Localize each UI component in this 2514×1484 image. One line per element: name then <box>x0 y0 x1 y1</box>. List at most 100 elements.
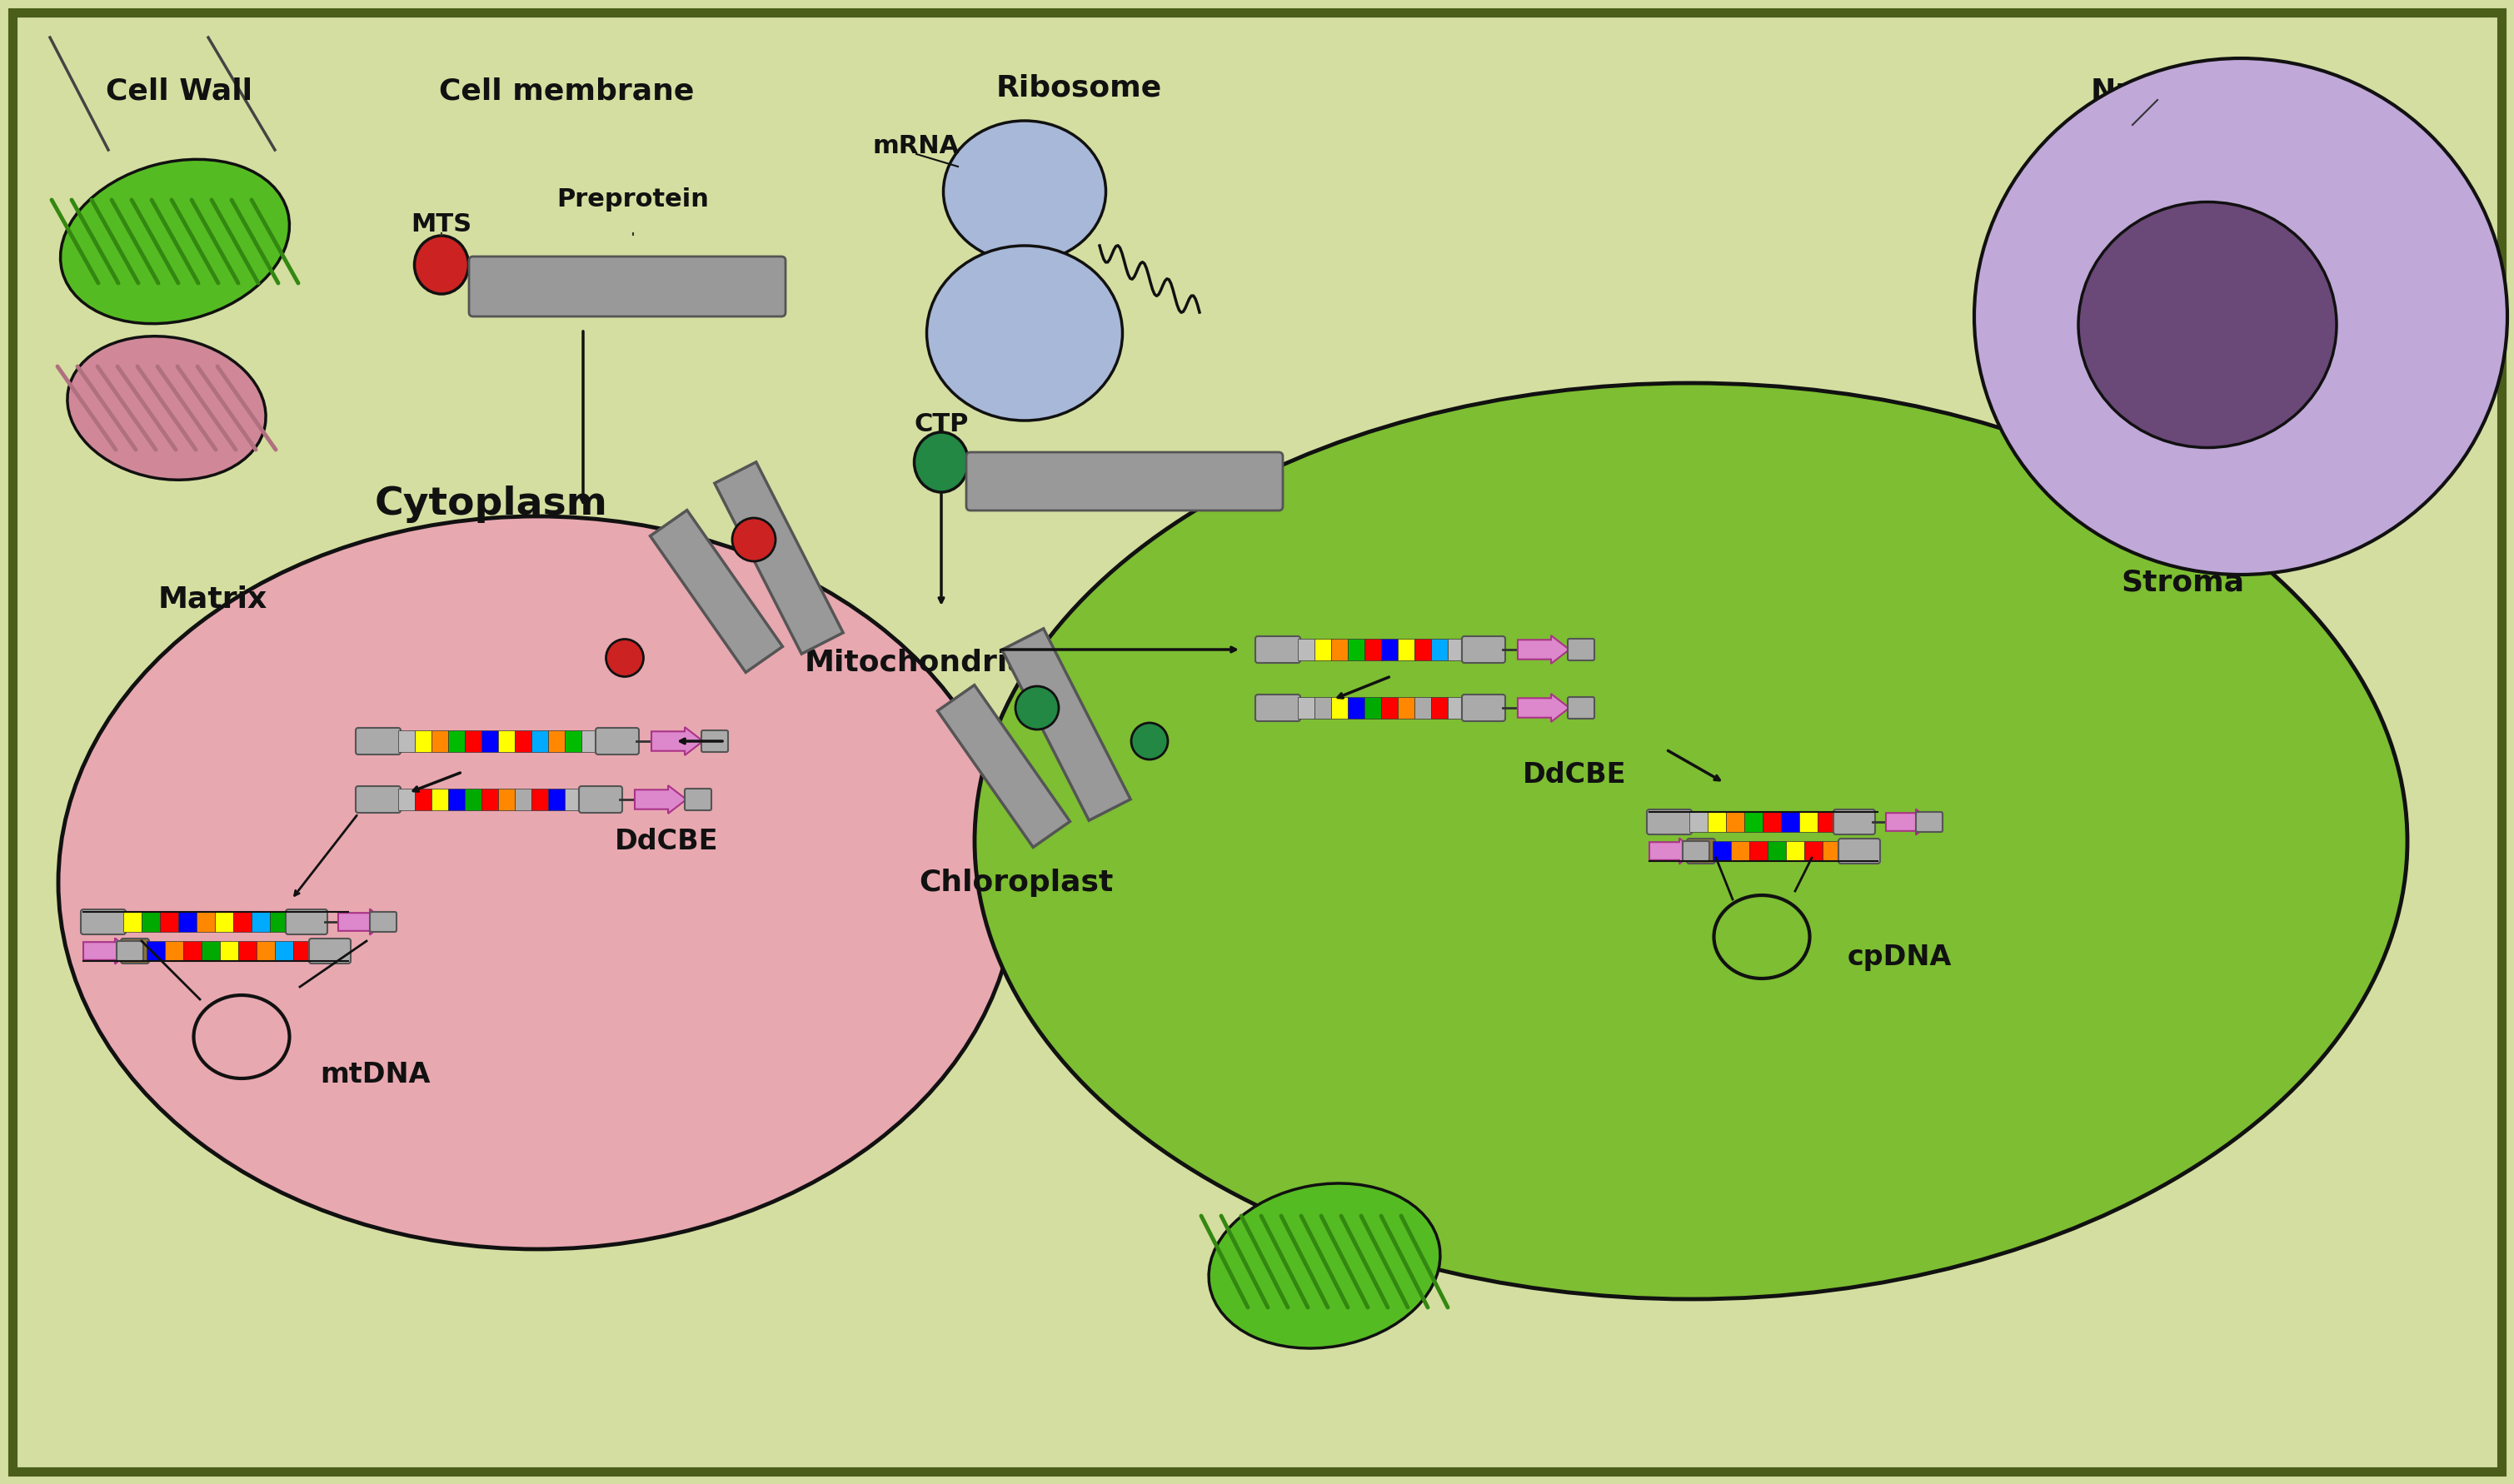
FancyBboxPatch shape <box>1682 841 1710 861</box>
Bar <box>196 911 214 932</box>
Bar <box>1315 638 1330 660</box>
Bar <box>269 911 289 932</box>
Bar <box>141 911 161 932</box>
Polygon shape <box>938 686 1071 847</box>
FancyBboxPatch shape <box>1463 695 1506 721</box>
Bar <box>1430 638 1448 660</box>
Bar <box>1823 841 1840 861</box>
Text: Cytoplasm: Cytoplasm <box>375 485 608 522</box>
Bar <box>146 941 166 962</box>
FancyBboxPatch shape <box>1647 809 1692 834</box>
FancyBboxPatch shape <box>684 788 711 810</box>
Ellipse shape <box>1016 686 1058 730</box>
Bar <box>483 788 498 810</box>
Ellipse shape <box>1973 58 2506 574</box>
Bar <box>548 730 566 752</box>
Ellipse shape <box>928 246 1121 420</box>
Text: Preprotein: Preprotein <box>558 188 709 212</box>
Bar <box>1315 697 1330 718</box>
Ellipse shape <box>1131 723 1169 760</box>
Text: mRNA: mRNA <box>872 134 960 157</box>
Bar <box>239 941 256 962</box>
FancyArrow shape <box>651 727 704 755</box>
Bar <box>465 730 483 752</box>
Text: Mitochondria: Mitochondria <box>804 649 1028 677</box>
Bar <box>1785 841 1805 861</box>
Bar <box>1767 841 1785 861</box>
Text: Cell membrane: Cell membrane <box>440 77 694 105</box>
Bar <box>256 941 274 962</box>
Ellipse shape <box>2079 202 2336 448</box>
Bar <box>1330 697 1348 718</box>
FancyBboxPatch shape <box>1916 812 1943 833</box>
Bar <box>274 941 294 962</box>
FancyBboxPatch shape <box>470 257 784 316</box>
Bar <box>483 730 498 752</box>
Polygon shape <box>651 510 782 672</box>
Bar <box>219 941 239 962</box>
Text: DdCBE: DdCBE <box>613 828 719 855</box>
FancyBboxPatch shape <box>701 730 729 752</box>
Bar <box>515 730 530 752</box>
Bar <box>397 788 415 810</box>
Bar <box>1707 812 1727 833</box>
FancyBboxPatch shape <box>596 727 639 754</box>
Ellipse shape <box>915 432 968 493</box>
FancyBboxPatch shape <box>370 911 397 932</box>
Ellipse shape <box>732 518 774 561</box>
Bar <box>294 941 312 962</box>
Bar <box>184 941 201 962</box>
Text: Nucleus: Nucleus <box>2089 77 2225 105</box>
Ellipse shape <box>943 120 1106 263</box>
Bar <box>1415 697 1430 718</box>
Bar <box>581 730 598 752</box>
Text: Chloroplast: Chloroplast <box>920 868 1114 896</box>
Text: cpDNA: cpDNA <box>1848 944 1951 972</box>
Bar <box>201 941 219 962</box>
Bar <box>178 911 196 932</box>
Bar <box>447 788 465 810</box>
FancyBboxPatch shape <box>1833 809 1875 834</box>
Bar <box>234 911 251 932</box>
Ellipse shape <box>415 236 468 294</box>
Bar <box>447 730 465 752</box>
FancyBboxPatch shape <box>1254 637 1300 663</box>
Text: DdCBE: DdCBE <box>1523 761 1627 788</box>
FancyBboxPatch shape <box>121 938 148 963</box>
Bar <box>498 788 515 810</box>
FancyBboxPatch shape <box>1569 638 1594 660</box>
Bar <box>548 788 566 810</box>
Bar <box>1448 697 1466 718</box>
Bar <box>1380 697 1398 718</box>
Bar <box>566 730 581 752</box>
FancyArrow shape <box>83 938 131 965</box>
Text: Matrix: Matrix <box>158 586 266 614</box>
FancyArrow shape <box>1518 635 1569 663</box>
FancyBboxPatch shape <box>116 941 143 962</box>
FancyBboxPatch shape <box>965 453 1282 510</box>
Bar <box>1430 697 1448 718</box>
Bar <box>465 788 483 810</box>
Text: Stroma: Stroma <box>2122 568 2245 597</box>
Bar <box>1297 638 1315 660</box>
FancyArrow shape <box>1886 809 1931 835</box>
Bar <box>432 730 447 752</box>
FancyBboxPatch shape <box>1687 838 1715 864</box>
Bar <box>166 941 184 962</box>
Bar <box>515 788 530 810</box>
FancyBboxPatch shape <box>287 910 327 935</box>
Bar <box>530 788 548 810</box>
Bar <box>1365 638 1380 660</box>
Bar <box>1732 841 1750 861</box>
Bar <box>1398 697 1415 718</box>
Ellipse shape <box>60 159 289 324</box>
Bar <box>1780 812 1800 833</box>
FancyBboxPatch shape <box>354 787 400 813</box>
Bar <box>251 911 269 932</box>
Bar <box>1448 638 1466 660</box>
Bar <box>1712 841 1732 861</box>
Bar <box>415 788 432 810</box>
Bar <box>161 911 178 932</box>
Bar <box>1297 697 1315 718</box>
FancyBboxPatch shape <box>354 727 400 754</box>
